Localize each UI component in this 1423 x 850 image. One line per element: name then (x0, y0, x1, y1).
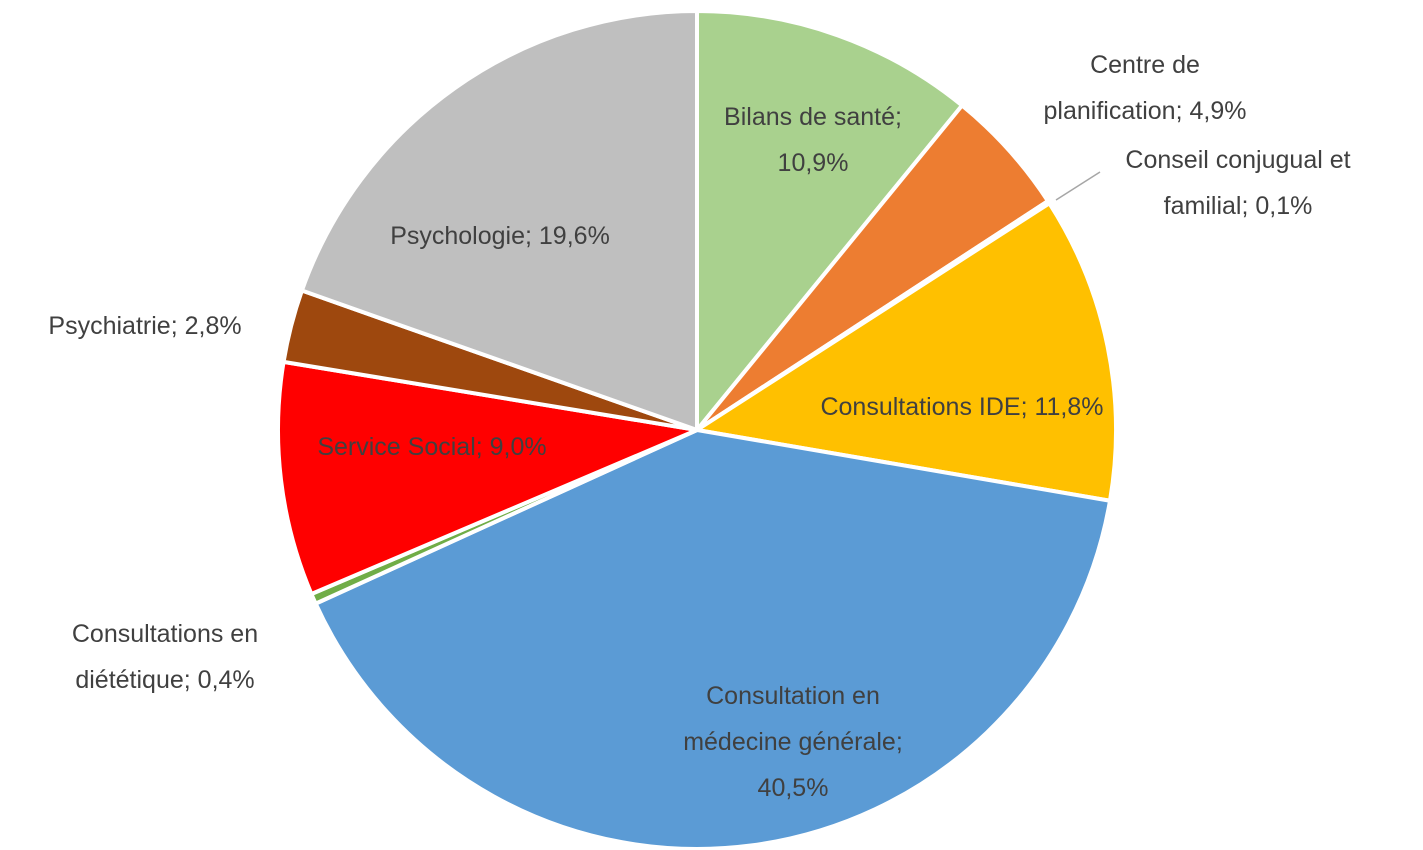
label-separator: ; (895, 728, 903, 756)
pie-slice (276, 359, 699, 596)
data-label: Bilans de santé; 10,9% (688, 94, 938, 186)
label-separator: ; (475, 433, 483, 461)
value-label: 2,8% (184, 312, 242, 340)
label-separator: ; (1241, 192, 1249, 220)
label-separator: ; (183, 666, 191, 694)
data-label: Psychologie; 19,6% (340, 213, 660, 259)
pie-slice (299, 9, 699, 432)
value-label: 10,9% (777, 149, 849, 177)
category-name: Conseil conjugual et familial (1125, 146, 1351, 220)
category-name: Consultations en diététique (71, 620, 259, 694)
value-label: 9,0% (489, 433, 547, 461)
category-name: Consultations IDE (820, 393, 1021, 421)
data-label: Centre de planification; 4,9% (1020, 42, 1270, 134)
category-name: Psychologie (390, 222, 525, 250)
category-name: Centre de planification (1043, 51, 1200, 125)
data-label: Service Social; 9,0% (267, 424, 597, 470)
data-label: Consultation en médecine générale; 40,5% (658, 673, 928, 811)
value-label: 40,5% (757, 774, 829, 802)
category-name: Service Social (317, 433, 476, 461)
pie-slice (695, 201, 1118, 503)
category-name: Consultation en médecine générale (683, 682, 896, 756)
pie-slice (695, 9, 965, 432)
data-label: Psychiatrie; 2,8% (0, 303, 295, 349)
category-name: Psychiatrie (48, 312, 171, 340)
value-label: 11,8% (1034, 393, 1104, 421)
pie-slice (313, 428, 1112, 850)
category-name: Bilans de santé (724, 103, 895, 131)
label-separator: ; (895, 103, 902, 131)
value-label: 0,4% (197, 666, 255, 694)
data-label: Conseil conjugual et familial; 0,1% (1088, 137, 1388, 229)
label-separator: ; (525, 222, 532, 250)
data-label: Consultations IDE; 11,8% (812, 384, 1112, 430)
label-separator: ; (1175, 97, 1183, 125)
leader-line (1055, 171, 1101, 201)
value-label: 19,6% (538, 222, 610, 250)
value-label: 4,9% (1189, 97, 1247, 125)
data-label: Consultations en diététique; 0,4% (25, 611, 305, 703)
value-label: 0,1% (1255, 192, 1313, 220)
label-separator: ; (170, 312, 178, 340)
label-separator: ; (1020, 393, 1028, 421)
